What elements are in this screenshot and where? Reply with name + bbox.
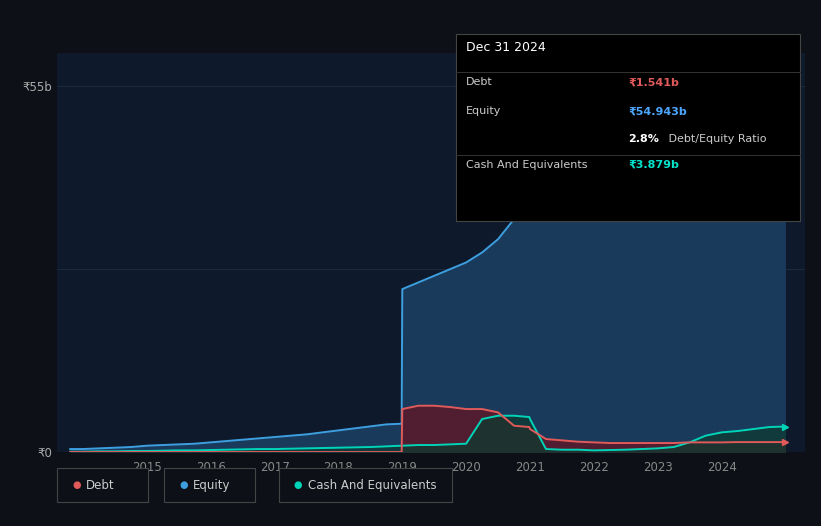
Text: Equity: Equity	[193, 479, 231, 492]
Text: Cash And Equivalents: Cash And Equivalents	[466, 160, 587, 170]
Text: ●: ●	[294, 480, 302, 490]
Text: ₹3.879b: ₹3.879b	[628, 160, 679, 170]
Text: Dec 31 2024: Dec 31 2024	[466, 41, 545, 54]
Text: Cash And Equivalents: Cash And Equivalents	[308, 479, 437, 492]
Text: Equity: Equity	[466, 106, 501, 116]
Text: Debt: Debt	[86, 479, 115, 492]
Text: ●: ●	[179, 480, 187, 490]
Text: Debt/Equity Ratio: Debt/Equity Ratio	[665, 134, 767, 144]
Text: 2.8%: 2.8%	[628, 134, 659, 144]
Text: Debt: Debt	[466, 77, 493, 87]
Text: ₹1.541b: ₹1.541b	[628, 77, 679, 87]
Text: ●: ●	[72, 480, 80, 490]
Text: ₹54.943b: ₹54.943b	[628, 106, 687, 116]
